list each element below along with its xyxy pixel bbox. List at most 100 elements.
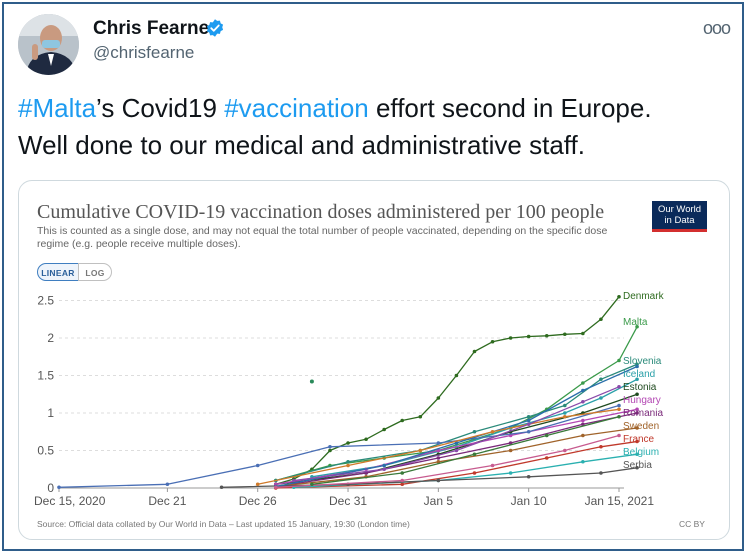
- chart-license: CC BY: [679, 519, 705, 529]
- data-point: [635, 452, 639, 457]
- data-point: [563, 414, 567, 419]
- data-point: [581, 388, 585, 393]
- data-point: [599, 377, 603, 382]
- data-point: [418, 448, 423, 453]
- data-point: [273, 485, 278, 490]
- series-line: [275, 296, 620, 485]
- data-point: [328, 448, 332, 453]
- data-point: [581, 418, 585, 423]
- y-tick-label: 2: [47, 331, 54, 345]
- owid-logo-line1: Our World: [657, 204, 702, 215]
- data-point: [364, 437, 368, 442]
- data-point: [292, 478, 296, 483]
- x-tick-label: Jan 5: [424, 494, 454, 508]
- data-point: [400, 418, 405, 423]
- data-point: [454, 373, 459, 378]
- media-card[interactable]: Cumulative COVID-19 vaccination doses ad…: [18, 180, 730, 540]
- tweet-text: #Malta’s Covid19 #vaccination effort sec…: [18, 90, 733, 164]
- data-point: [508, 336, 513, 340]
- data-point: [454, 448, 459, 453]
- hashtag-link-malta[interactable]: #Malta: [18, 93, 97, 123]
- tweet-text-line2: Well done to our medical and administrat…: [18, 130, 585, 160]
- series-line: [275, 440, 638, 489]
- data-point: [581, 381, 585, 385]
- data-point: [346, 463, 350, 468]
- data-point: [581, 459, 585, 464]
- series-line: [275, 427, 638, 488]
- data-point: [255, 482, 260, 487]
- series-label-belgium: Belgium: [623, 447, 659, 458]
- owid-logo-line2: in Data: [664, 215, 695, 226]
- data-point: [617, 433, 621, 438]
- series-label-hungary: Hungary: [623, 395, 661, 406]
- series-label-iceland: Iceland: [623, 369, 655, 380]
- data-point: [563, 448, 567, 453]
- data-point: [490, 463, 495, 468]
- data-point: [635, 439, 639, 444]
- data-point: [346, 459, 350, 464]
- data-point: [635, 324, 639, 329]
- data-point: [472, 349, 477, 354]
- data-point: [599, 396, 603, 400]
- tweet-text-segment: effort second in Europe.: [368, 93, 652, 123]
- data-point: [309, 379, 314, 384]
- data-point: [400, 482, 405, 487]
- data-point: [563, 403, 567, 408]
- x-tick-label: Dec 15, 2020: [34, 494, 106, 508]
- author-handle[interactable]: @chrisfearne: [93, 43, 195, 62]
- data-point: [508, 471, 513, 475]
- data-point: [599, 317, 603, 322]
- data-point: [400, 471, 405, 475]
- data-point: [418, 414, 423, 419]
- series-line: [293, 386, 620, 482]
- data-point: [635, 377, 639, 382]
- data-point: [526, 414, 531, 419]
- data-point: [544, 433, 549, 438]
- data-point: [635, 364, 639, 369]
- series-label-sweden: Sweden: [623, 421, 659, 432]
- more-options-icon[interactable]: ooo: [703, 18, 731, 38]
- author-avatar[interactable]: [18, 14, 79, 75]
- data-point: [581, 399, 585, 404]
- data-point: [490, 339, 495, 344]
- x-tick-label: Dec 26: [239, 494, 277, 508]
- hashtag-link-vaccination[interactable]: #vaccination: [224, 93, 369, 123]
- series-label-estonia: Estonia: [623, 382, 657, 393]
- series-line: [275, 326, 638, 482]
- data-point: [400, 478, 405, 483]
- data-point: [635, 426, 639, 430]
- data-point: [472, 471, 477, 475]
- verified-badge-icon: [206, 19, 224, 37]
- series-line: [311, 378, 638, 478]
- series-label-france: France: [623, 434, 655, 445]
- data-point: [581, 331, 585, 336]
- data-point: [635, 407, 639, 412]
- y-tick-label: 1.5: [37, 369, 54, 383]
- log-scale-toggle[interactable]: LOG: [78, 263, 112, 281]
- data-point: [617, 407, 621, 412]
- data-point: [581, 433, 585, 438]
- data-point: [436, 459, 441, 464]
- data-point: [599, 444, 603, 449]
- series-label-romania: Romania: [623, 408, 663, 419]
- series-label-malta: Malta: [623, 317, 648, 328]
- data-point: [635, 411, 639, 415]
- data-point: [635, 392, 639, 397]
- avatar-image: [18, 14, 79, 75]
- author-name[interactable]: Chris Fearne: [93, 18, 210, 39]
- data-point: [346, 441, 350, 445]
- x-tick-label: Jan 15, 2021: [585, 494, 655, 508]
- data-point: [382, 463, 386, 468]
- series-line: [257, 408, 620, 485]
- data-point: [526, 334, 531, 339]
- data-point: [526, 429, 531, 434]
- data-point: [382, 467, 386, 472]
- data-point: [526, 474, 531, 479]
- data-point: [436, 396, 441, 400]
- data-point: [472, 429, 477, 434]
- data-point: [490, 429, 495, 434]
- series-line: [275, 412, 638, 488]
- data-point: [454, 441, 459, 445]
- data-point: [508, 441, 513, 445]
